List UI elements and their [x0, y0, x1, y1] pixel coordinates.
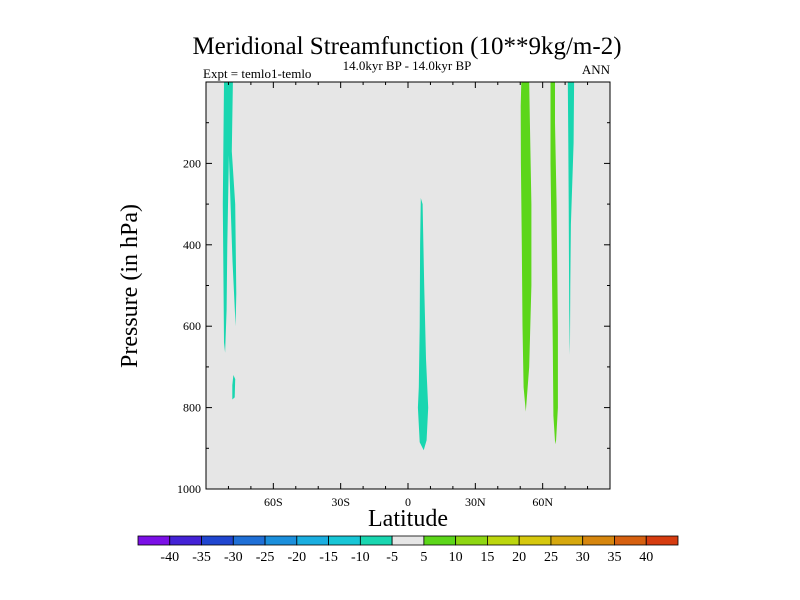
colorbar-label: 30	[576, 550, 590, 565]
colorbar-label: -20	[287, 550, 306, 565]
colorbar-swatch	[296, 535, 329, 546]
colorbar-label: -25	[256, 550, 275, 565]
season-label: ANN	[582, 62, 611, 77]
colorbar-label: 40	[639, 550, 653, 565]
x-tick-label: 30N	[465, 495, 486, 509]
colorbar-swatch	[582, 535, 615, 546]
y-tick-label: 1000	[177, 482, 201, 496]
y-tick-label: 200	[183, 156, 201, 170]
contour-region-green-band-north-2	[550, 82, 558, 445]
colorbar-label: -40	[160, 550, 179, 565]
plot-area	[206, 82, 610, 489]
colorbar-label: 20	[512, 550, 526, 565]
colorbar-swatch	[423, 535, 457, 546]
colorbar-swatch	[487, 535, 520, 546]
chart-title: Meridional Streamfunction (10**9kg/m-2)	[192, 33, 621, 60]
colorbar-swatch	[137, 535, 171, 546]
y-tick-label: 800	[183, 401, 201, 415]
contour-region-cyan-band-equator	[417, 198, 429, 451]
contour-region-cyan-blob-south-lower	[232, 375, 236, 400]
colorbar-swatch	[169, 535, 202, 546]
contour-region-green-band-north-1	[520, 82, 532, 412]
colorbar-swatch	[391, 535, 425, 546]
colorbar-swatch	[645, 535, 679, 546]
colorbar-label: -10	[351, 550, 370, 565]
colorbar-label: -35	[192, 550, 211, 565]
colorbar-label: 5	[420, 550, 427, 565]
y-axis: 200 400 600 800 1000	[177, 122, 610, 496]
y-axis-label: Pressure (in hPa)	[117, 204, 143, 368]
colorbar-label: -30	[224, 550, 243, 565]
colorbar-swatch	[614, 535, 647, 546]
x-tick-label: 30S	[331, 495, 350, 509]
x-tick-label: 0	[405, 495, 411, 509]
colorbar-label: -5	[386, 550, 398, 565]
y-tick-label: 400	[183, 238, 201, 252]
contour-region-cyan-band-north	[567, 82, 575, 355]
chart-subtitle: 14.0kyr BP - 14.0kyr BP	[343, 58, 472, 73]
x-tick-label: 60N	[532, 495, 553, 509]
colorbar-swatch	[264, 535, 298, 546]
colorbar-swatch	[359, 535, 393, 546]
colorbar-label: 10	[449, 550, 463, 565]
colorbar-swatch	[328, 535, 361, 546]
colorbar-swatch	[201, 535, 234, 546]
contour-region-cyan-band-south-upper	[222, 82, 237, 353]
colorbar: -40 -35 -30 -25 -20 -15 -10 -5 5 10 15 20 25 30 35 40	[137, 535, 679, 565]
colorbar-label: 25	[544, 550, 558, 565]
experiment-label: Expt = temlo1-temlo	[203, 66, 311, 81]
colorbar-swatch	[232, 535, 266, 546]
colorbar-label: 35	[607, 550, 621, 565]
colorbar-swatch	[550, 535, 584, 546]
colorbar-swatch	[455, 535, 488, 546]
colorbar-label: 15	[480, 550, 494, 565]
y-tick-label: 600	[183, 319, 201, 333]
contour-regions	[222, 82, 575, 451]
colorbar-swatch	[518, 535, 552, 546]
colorbar-label: -15	[319, 550, 338, 565]
x-axis: 60S 30S 0 30N 60N	[227, 82, 589, 509]
x-axis-label: Latitude	[368, 506, 448, 532]
x-tick-label: 60S	[264, 495, 283, 509]
